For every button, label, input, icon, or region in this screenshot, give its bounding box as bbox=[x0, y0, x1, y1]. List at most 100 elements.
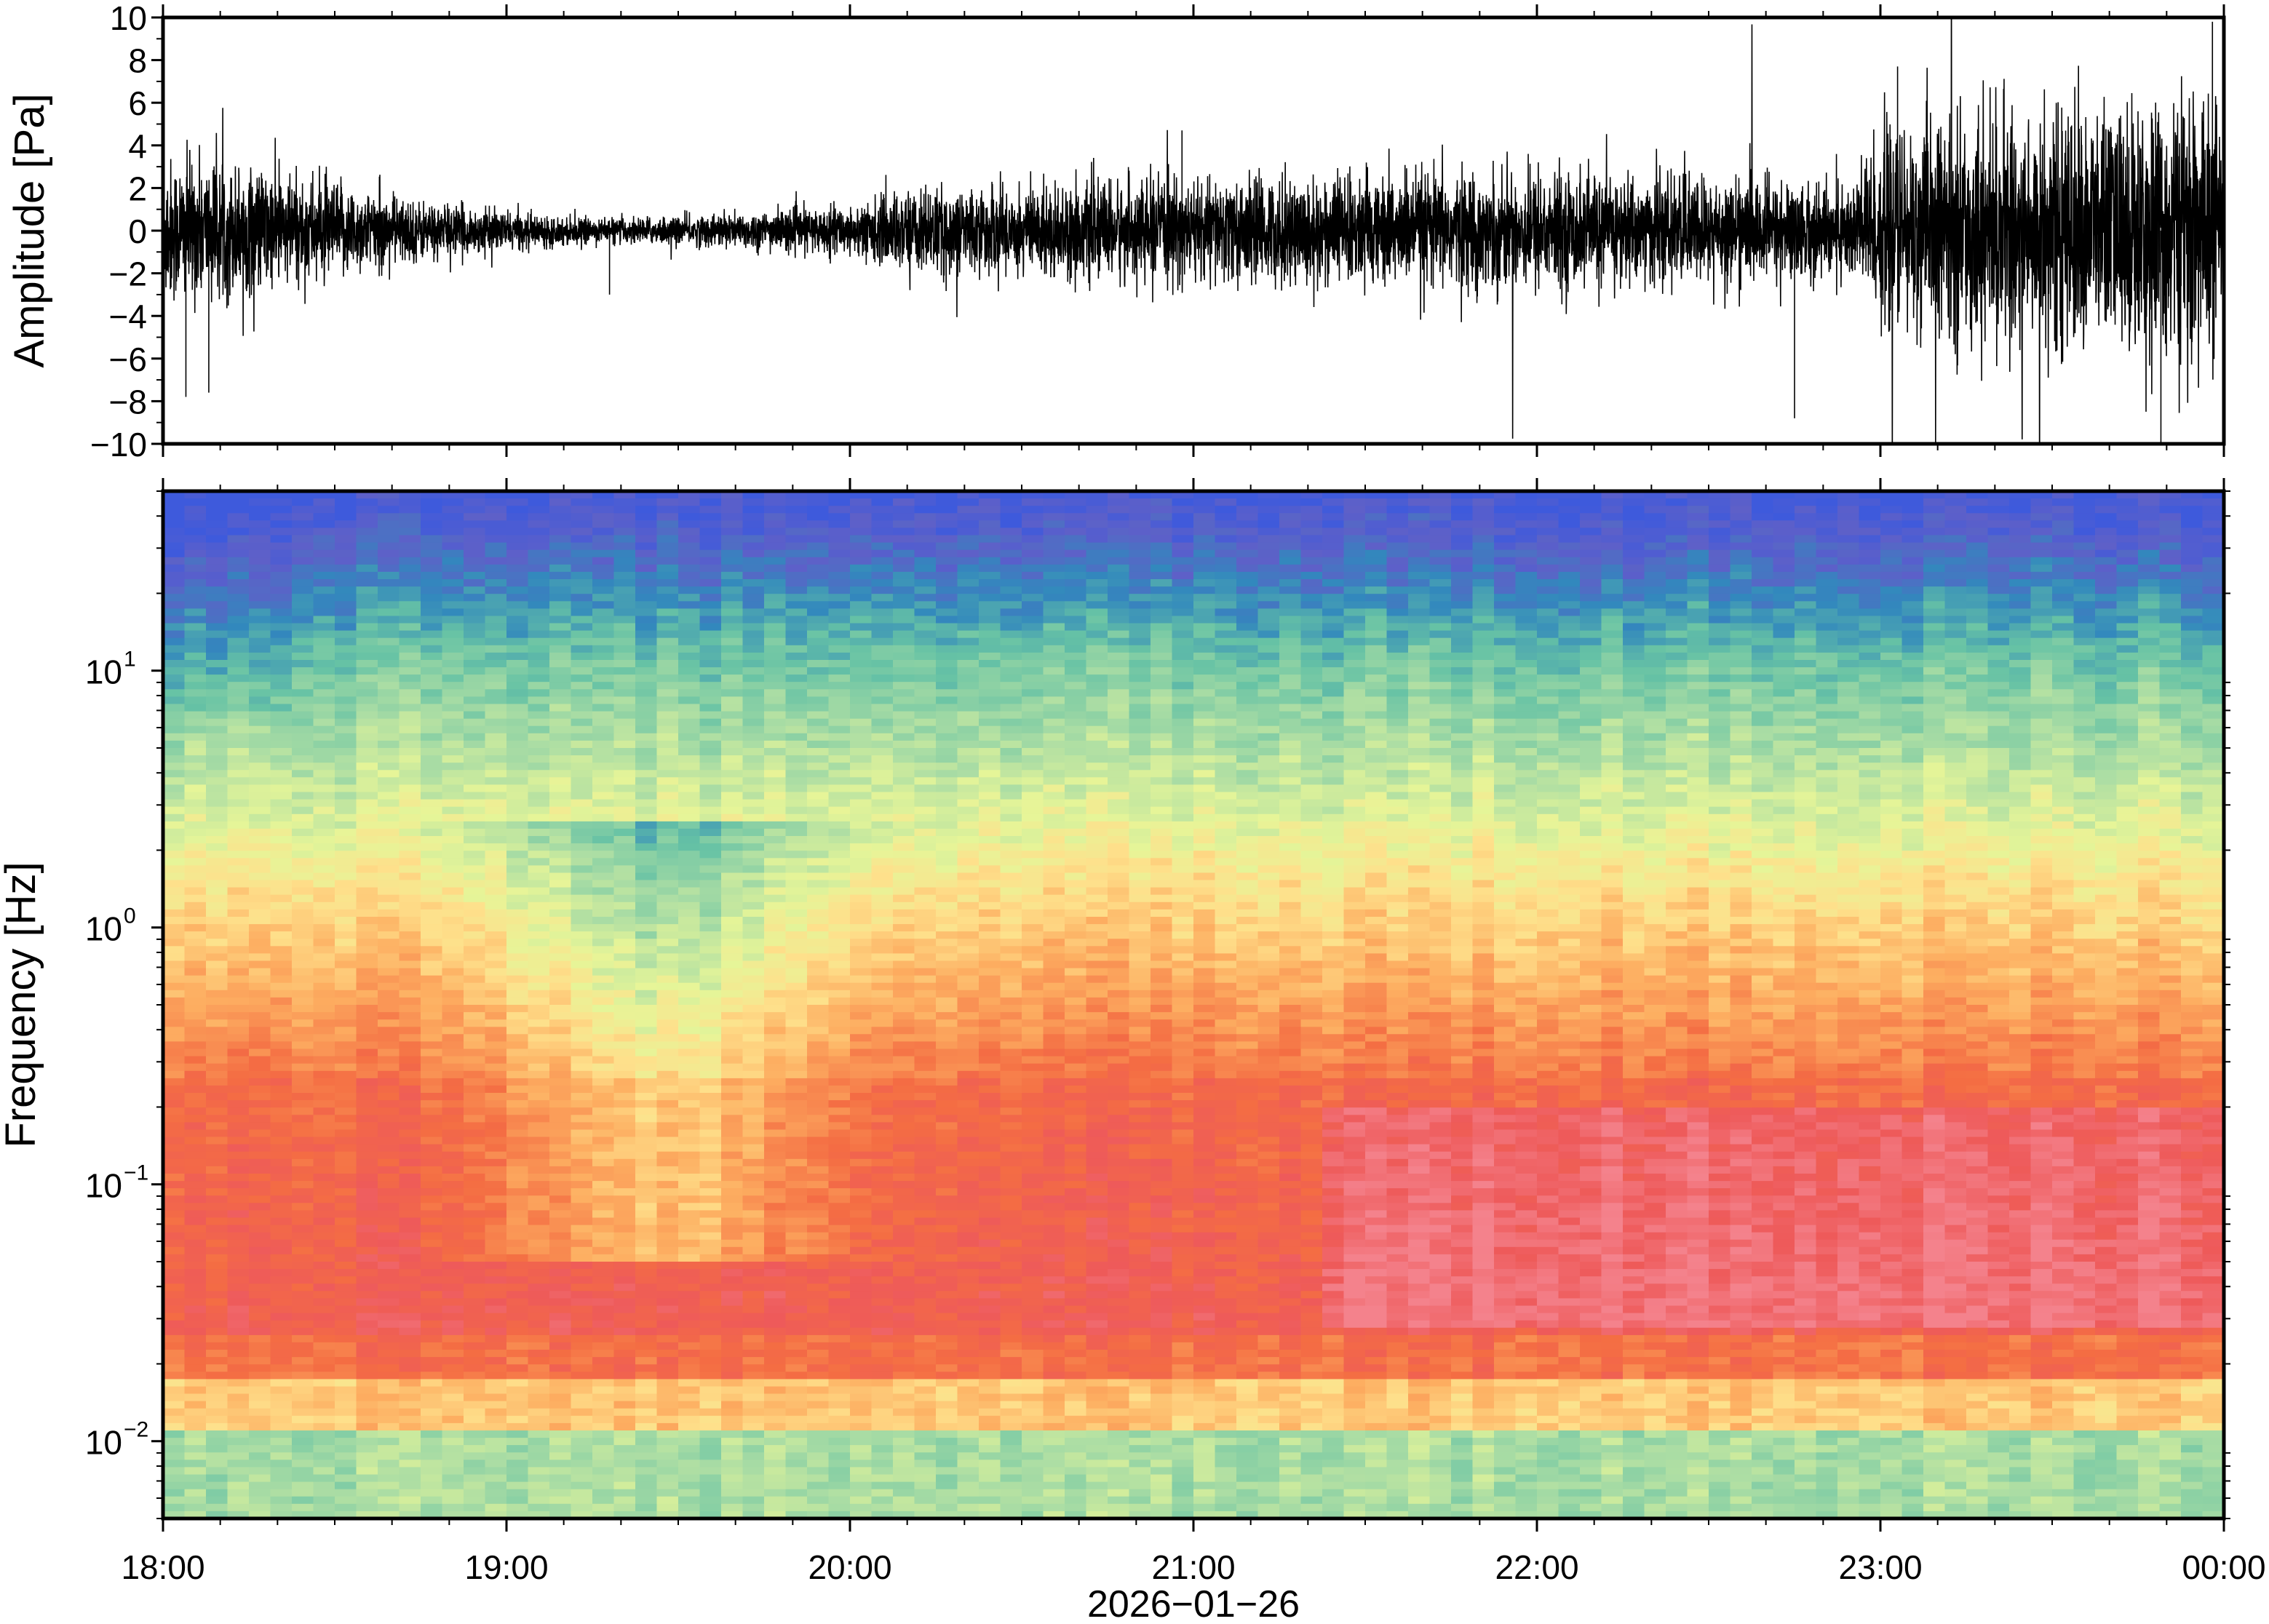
spectrogram-cell bbox=[206, 1327, 229, 1336]
spectrogram-cell bbox=[613, 1166, 636, 1174]
spectrogram-cell bbox=[656, 1144, 679, 1153]
spectrogram-cell bbox=[335, 1012, 357, 1020]
spectrogram-cell bbox=[378, 491, 400, 499]
spectrogram-cell bbox=[421, 1474, 443, 1483]
spectrogram-cell bbox=[464, 1269, 486, 1277]
spectrogram-cell bbox=[206, 1510, 229, 1518]
spectrogram-cell bbox=[313, 792, 335, 800]
spectrogram-cell bbox=[592, 594, 615, 602]
spectrogram-cell bbox=[227, 946, 250, 955]
spectrogram-cell bbox=[785, 704, 808, 712]
spectrogram-cell bbox=[571, 1350, 593, 1358]
spectrogram-cell bbox=[464, 1342, 486, 1350]
spectrogram-cell bbox=[313, 660, 335, 668]
spectrogram-cell bbox=[571, 799, 593, 808]
spectrogram-cell bbox=[635, 1100, 658, 1108]
spectrogram-cell bbox=[635, 1085, 658, 1094]
spectrogram-cell bbox=[613, 887, 636, 896]
spectrogram-cell bbox=[356, 1357, 378, 1365]
spectrogram-cell bbox=[850, 953, 873, 962]
spectrogram-cell bbox=[764, 1078, 787, 1086]
spectrogram-cell bbox=[485, 594, 507, 602]
spectrogram-cell bbox=[163, 997, 186, 1006]
spectrogram-cell bbox=[421, 1452, 443, 1461]
spectrogram-cell bbox=[850, 1195, 873, 1204]
spectrogram-cell bbox=[850, 858, 873, 867]
spectrogram-cell bbox=[184, 1291, 207, 1299]
spectrogram-cell bbox=[292, 813, 314, 822]
spectrogram-cell bbox=[678, 1372, 701, 1380]
spectrogram-cell bbox=[742, 1276, 765, 1285]
spectrogram-cell bbox=[850, 725, 873, 734]
spectrogram-cell bbox=[313, 1034, 335, 1043]
spectrogram-cell bbox=[378, 1122, 400, 1131]
spectrogram-cell bbox=[528, 792, 550, 800]
spectrogram-cell bbox=[206, 755, 229, 763]
spectrogram-cell bbox=[785, 660, 808, 668]
spectrogram-cell bbox=[742, 982, 765, 991]
spectrogram-cell bbox=[528, 542, 550, 551]
spectrogram-cell bbox=[464, 586, 486, 594]
spectrogram-cell bbox=[699, 740, 722, 749]
spectrogram-cell bbox=[571, 851, 593, 859]
spectrogram-cell bbox=[785, 1005, 808, 1013]
spectrogram-cell bbox=[807, 1386, 830, 1395]
spectrogram-cell bbox=[699, 1503, 722, 1512]
spectrogram-cell bbox=[699, 1430, 722, 1438]
spectrogram-cell bbox=[313, 960, 335, 969]
spectrogram-cell bbox=[163, 960, 186, 969]
spectrogram-cell bbox=[699, 1422, 722, 1431]
spectrogram-cell bbox=[528, 909, 550, 918]
spectrogram-cell bbox=[549, 1078, 572, 1086]
spectrogram-cell bbox=[871, 1327, 894, 1336]
spectrogram-cell bbox=[678, 1115, 701, 1123]
spectrogram-cell bbox=[764, 1107, 787, 1116]
spectrogram-cell bbox=[506, 1386, 529, 1395]
spectrogram-cell bbox=[807, 1481, 830, 1490]
spectrogram-cell bbox=[893, 1232, 915, 1241]
spectrogram-cell bbox=[356, 513, 378, 522]
spectrogram-cell bbox=[506, 1115, 529, 1123]
spectrogram-cell bbox=[764, 960, 787, 969]
spectrogram-cell bbox=[592, 1489, 615, 1497]
spectrogram-cell bbox=[464, 975, 486, 984]
spectrogram-cell bbox=[442, 1115, 464, 1123]
spectrogram-cell bbox=[356, 1115, 378, 1123]
spectrogram-cell bbox=[335, 1254, 357, 1262]
spectrogram-cell bbox=[464, 843, 486, 851]
spectrogram-cell bbox=[270, 660, 293, 668]
spectrogram-cell bbox=[378, 528, 400, 536]
spectrogram-cell bbox=[528, 1085, 550, 1094]
spectrogram-cell bbox=[656, 1262, 679, 1270]
spectrogram-cell bbox=[163, 1246, 186, 1255]
spectrogram-cell bbox=[421, 1041, 443, 1050]
spectrogram-cell bbox=[785, 1415, 808, 1424]
spectrogram-cell bbox=[549, 1085, 572, 1094]
spectrogram-cell bbox=[785, 1372, 808, 1380]
spectrogram-cell bbox=[742, 1305, 765, 1314]
spectrogram-cell bbox=[335, 674, 357, 682]
spectrogram-cell bbox=[442, 880, 464, 888]
spectrogram-cell bbox=[871, 1056, 894, 1064]
spectrogram-cell bbox=[592, 1034, 615, 1043]
spectrogram-cell bbox=[656, 894, 679, 903]
spectrogram-cell bbox=[292, 799, 314, 808]
spectrogram-cell bbox=[206, 623, 229, 632]
spectrogram-cell bbox=[828, 623, 851, 632]
spectrogram-cell bbox=[292, 1372, 314, 1380]
spectrogram-cell bbox=[163, 748, 186, 756]
spectrogram-cell bbox=[656, 1467, 679, 1476]
spectrogram-cell bbox=[184, 1246, 207, 1255]
spectrogram-cell bbox=[399, 1129, 421, 1138]
spectrogram-cell bbox=[270, 828, 293, 837]
spectrogram-cell bbox=[678, 1452, 701, 1461]
spectrogram-cell bbox=[742, 528, 765, 536]
spectrogram-cell bbox=[699, 1122, 722, 1131]
spectrogram-cell bbox=[871, 557, 894, 565]
spectrogram-cell bbox=[399, 1320, 421, 1329]
spectrogram-cell bbox=[227, 1327, 250, 1336]
spectrogram-cell bbox=[807, 784, 830, 793]
spectrogram-cell bbox=[721, 997, 744, 1006]
spectrogram-cell bbox=[656, 704, 679, 712]
spectrogram-cell bbox=[206, 865, 229, 874]
